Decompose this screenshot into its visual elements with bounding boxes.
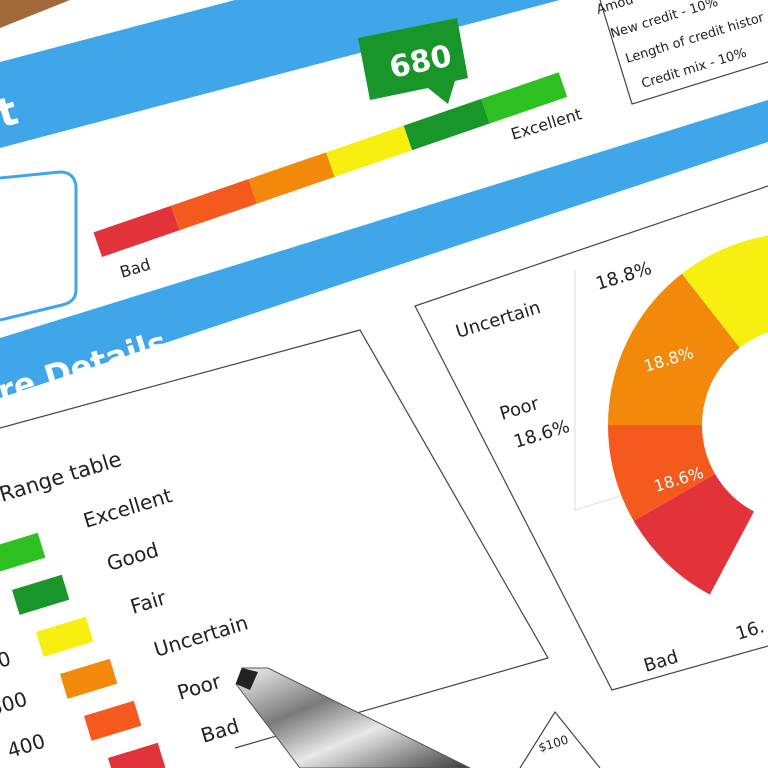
range-swatch (36, 616, 94, 657)
gauge-low: Bad (118, 255, 153, 282)
details-band (0, 100, 768, 398)
donut-segment (633, 474, 754, 595)
range-swatch (83, 700, 142, 741)
range-panel (0, 329, 549, 749)
outer-label: 16. (733, 616, 767, 644)
factor-box (599, 0, 768, 105)
pen-tip (236, 668, 258, 690)
outer-label: 18.8% (593, 258, 654, 295)
range-value: 0 (0, 646, 14, 673)
gauge (93, 72, 568, 257)
axis-label: $100 (537, 733, 570, 755)
segment-name: Poor (497, 393, 542, 425)
range-swatch (108, 742, 166, 768)
donut (608, 235, 768, 595)
range-label: Uncertain (151, 610, 251, 661)
range-title: Range table (0, 447, 124, 507)
info-box (0, 170, 78, 322)
gauge-segment (481, 72, 568, 124)
gauge-segment (403, 98, 490, 151)
range-value: 500 (0, 687, 30, 721)
segment-name: Uncertain (453, 297, 543, 343)
gauge-segment (248, 152, 335, 204)
range-swatch (12, 574, 70, 615)
range-label: Bad (198, 714, 242, 748)
pen (235, 667, 471, 768)
gauge-segment (326, 125, 413, 177)
donut-panel (414, 185, 768, 691)
outer-label: 18.6% (511, 416, 572, 453)
gauge-segment (171, 179, 258, 231)
range-label: Good (104, 537, 161, 575)
range-label: Poor (174, 669, 224, 705)
donut-segment (608, 425, 716, 521)
range-swatch (60, 658, 118, 699)
score-marker (358, 18, 468, 104)
donut-segment (608, 273, 740, 425)
factor: Amou (595, 0, 635, 18)
range-label: Fair (127, 585, 169, 619)
wood (0, 0, 70, 28)
lower-panel (519, 710, 601, 768)
gauge-segment (93, 205, 180, 257)
range-label: Excellent (80, 483, 175, 533)
range-value: 400 (4, 729, 48, 763)
range-swatch (0, 532, 46, 573)
donut-segment (681, 235, 768, 348)
